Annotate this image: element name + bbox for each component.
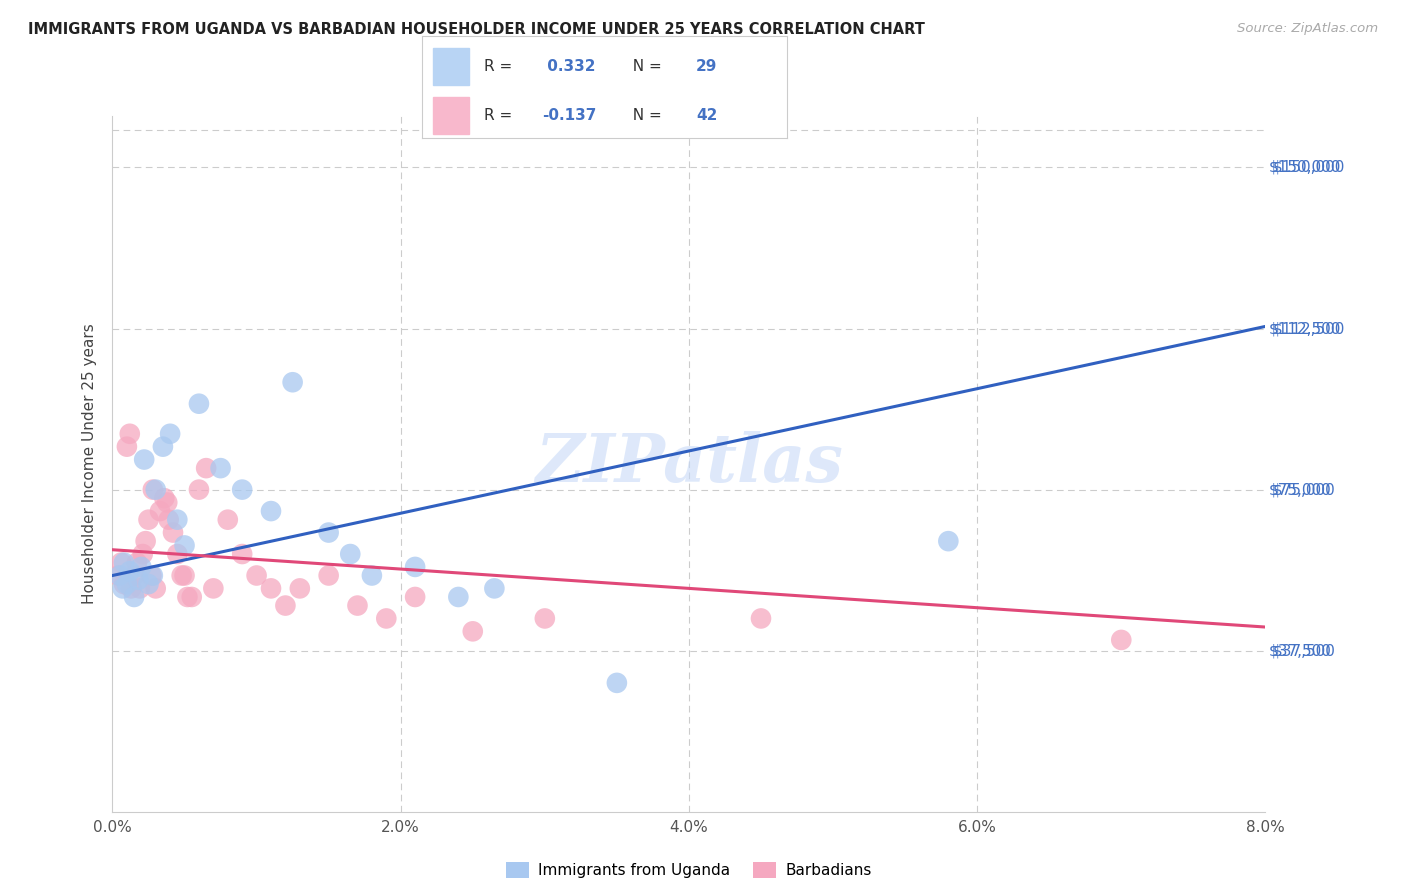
Point	[159, 426, 181, 441]
Point	[125, 556, 148, 570]
Text: $37,500: $37,500	[1272, 643, 1336, 658]
Point	[231, 547, 253, 561]
Point	[217, 513, 239, 527]
Point	[135, 534, 157, 549]
Legend: Immigrants from Uganda, Barbadians: Immigrants from Uganda, Barbadians	[501, 856, 877, 884]
Point	[118, 426, 141, 441]
Point	[142, 568, 165, 582]
Point	[152, 440, 174, 454]
Point	[339, 547, 361, 561]
Point	[375, 611, 398, 625]
Point	[149, 504, 172, 518]
Text: R =: R =	[484, 59, 517, 74]
Text: $112,500: $112,500	[1268, 321, 1341, 336]
Text: $112,500: $112,500	[1272, 321, 1344, 336]
Text: N =: N =	[623, 59, 666, 74]
Text: 42: 42	[696, 108, 717, 123]
Point	[461, 624, 484, 639]
Text: IMMIGRANTS FROM UGANDA VS BARBADIAN HOUSEHOLDER INCOME UNDER 25 YEARS CORRELATIO: IMMIGRANTS FROM UGANDA VS BARBADIAN HOUS…	[28, 22, 925, 37]
Point	[176, 590, 198, 604]
Point	[108, 568, 131, 582]
Point	[170, 568, 193, 582]
Text: $75,000: $75,000	[1272, 482, 1336, 497]
Point	[132, 547, 155, 561]
Point	[360, 568, 382, 582]
Point	[127, 573, 149, 587]
Point	[749, 611, 772, 625]
Point	[134, 452, 156, 467]
Point	[142, 483, 165, 497]
Text: 29: 29	[696, 59, 717, 74]
Point	[281, 376, 304, 390]
Point	[318, 525, 340, 540]
Point	[404, 590, 426, 604]
Point	[122, 568, 145, 582]
FancyBboxPatch shape	[433, 97, 470, 134]
Point	[447, 590, 470, 604]
Point	[157, 513, 180, 527]
Point	[128, 582, 150, 596]
Point	[195, 461, 218, 475]
Text: N =: N =	[623, 108, 666, 123]
Point	[112, 556, 135, 570]
Point	[533, 611, 555, 625]
Point	[260, 582, 283, 596]
Point	[115, 577, 138, 591]
Point	[111, 582, 134, 596]
Point	[110, 556, 132, 570]
Point	[153, 491, 176, 506]
Point	[346, 599, 368, 613]
Point	[112, 577, 135, 591]
Text: R =: R =	[484, 108, 517, 123]
Point	[120, 582, 142, 596]
Point	[166, 513, 188, 527]
Point	[484, 582, 506, 596]
FancyBboxPatch shape	[433, 48, 470, 85]
Text: ZIPatlas: ZIPatlas	[536, 432, 842, 496]
Point	[936, 534, 959, 549]
Point	[118, 564, 141, 578]
Point	[202, 582, 225, 596]
Point	[115, 440, 138, 454]
Point	[173, 538, 195, 552]
Point	[145, 483, 167, 497]
Point	[107, 568, 129, 582]
Text: -0.137: -0.137	[543, 108, 596, 123]
Point	[318, 568, 340, 582]
Point	[180, 590, 202, 604]
Text: Source: ZipAtlas.com: Source: ZipAtlas.com	[1237, 22, 1378, 36]
Point	[166, 547, 188, 561]
Point	[129, 560, 153, 574]
Point	[288, 582, 311, 596]
Point	[1111, 632, 1133, 647]
Text: 0.332: 0.332	[543, 59, 596, 74]
Point	[162, 525, 184, 540]
Point	[156, 495, 179, 509]
Point	[404, 560, 426, 574]
Text: $150,000: $150,000	[1272, 160, 1344, 175]
Point	[209, 461, 232, 475]
Point	[245, 568, 267, 582]
Text: $37,500: $37,500	[1268, 643, 1331, 658]
Point	[173, 568, 195, 582]
Point	[138, 513, 160, 527]
Point	[187, 483, 211, 497]
Point	[274, 599, 297, 613]
Point	[260, 504, 283, 518]
Point	[141, 568, 163, 582]
Text: $75,000: $75,000	[1268, 482, 1331, 497]
Y-axis label: Householder Income Under 25 years: Householder Income Under 25 years	[82, 324, 97, 604]
Point	[187, 397, 211, 411]
Point	[145, 582, 167, 596]
Point	[231, 483, 253, 497]
Point	[122, 590, 145, 604]
Point	[606, 676, 628, 690]
Text: $150,000: $150,000	[1268, 160, 1341, 175]
Point	[138, 577, 160, 591]
